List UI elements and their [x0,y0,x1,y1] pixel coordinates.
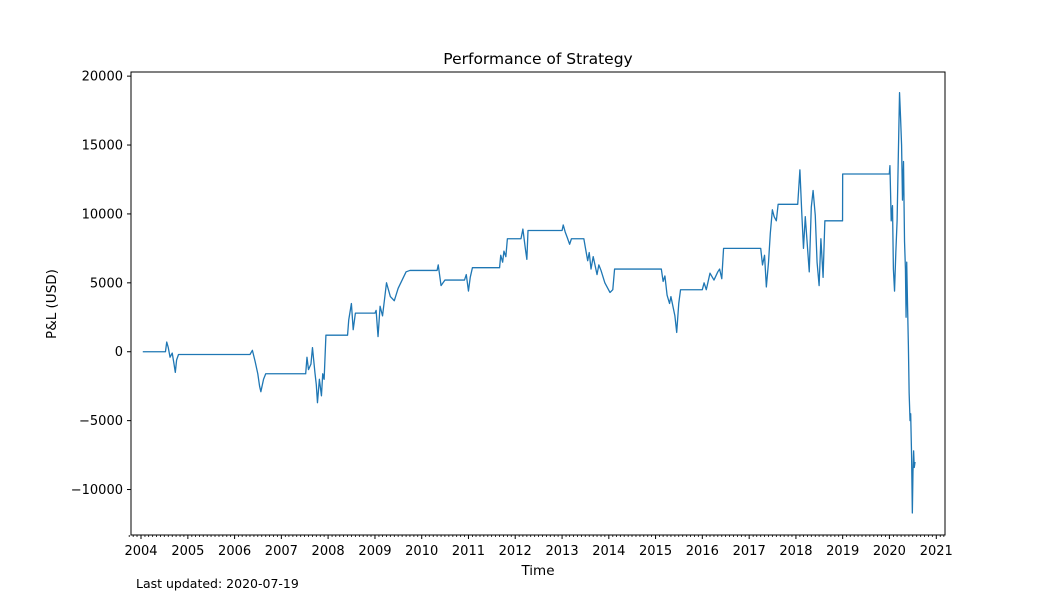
x-tick-label: 2018 [779,544,812,559]
x-tick-label: 2015 [639,544,672,559]
x-axis-label: Time [520,563,554,579]
x-tick-label: 2013 [546,544,579,559]
y-tick-label: 15000 [82,139,123,154]
plot-area: 2004 2005 2006 2007 2008 2009 2010 2011 2012 2013… [71,70,953,559]
x-tick-label: 2004 [124,544,157,559]
x-tick-label: 2020 [873,544,906,559]
x-tick-label: 2006 [218,544,251,559]
y-axis-label: P&L (USD) [44,269,60,339]
x-tick-label: 2012 [499,544,532,559]
chart-title: Performance of Strategy [443,50,632,68]
x-tick-label: 2005 [171,544,204,559]
y-tick-label: 20000 [82,70,123,85]
y-tick-label: 10000 [82,207,123,222]
x-tick-label: 2017 [733,544,766,559]
x-tick-label: 2016 [686,544,719,559]
x-tick-label: 2021 [920,544,953,559]
plot-frame [130,71,946,536]
pnl-series-line [142,92,916,514]
x-tick-label: 2010 [405,544,438,559]
x-tick-label: 2019 [826,544,859,559]
last-updated-note: Last updated: 2020-07-19 [136,576,299,591]
y-tick-label: −5000 [79,414,123,429]
y-tick-label: 0 [115,345,123,360]
x-tick-label: 2011 [452,544,485,559]
y-tick-label: −10000 [71,483,123,498]
x-tick-label: 2008 [312,544,345,559]
x-tick-label: 2014 [592,544,625,559]
y-tick-label: 5000 [90,276,123,291]
x-tick-label: 2007 [265,544,298,559]
x-tick-label: 2009 [358,544,391,559]
